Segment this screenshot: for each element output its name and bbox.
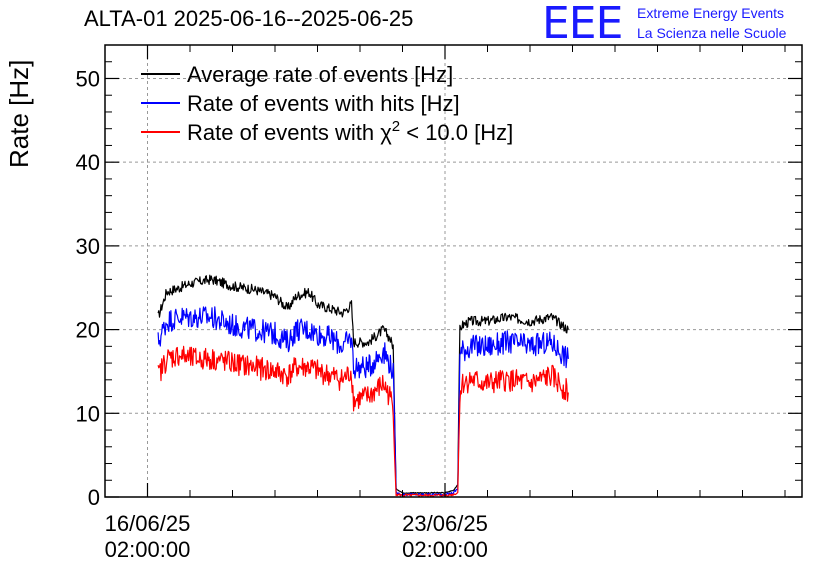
plot-frame bbox=[104, 44, 803, 498]
legend-label-3: Rate of events with χ2 < 10.0 [Hz] bbox=[187, 118, 513, 145]
series-layer bbox=[157, 274, 569, 497]
grid-lines bbox=[105, 45, 802, 497]
x-tick-label-time: 02:00:00 bbox=[105, 537, 191, 562]
y-tick-label: 40 bbox=[76, 150, 100, 175]
y-tick-label: 30 bbox=[76, 234, 100, 259]
series-line-3 bbox=[157, 345, 569, 497]
eee-logo: EEE bbox=[542, 0, 623, 49]
series-line-1 bbox=[157, 274, 569, 494]
chart-title: ALTA-01 2025-06-16--2025-06-25 bbox=[84, 6, 414, 31]
axis-ticks bbox=[105, 44, 802, 498]
legend-label-2: Rate of events with hits [Hz] bbox=[187, 91, 460, 116]
legend-label-1: Average rate of events [Hz] bbox=[187, 62, 453, 87]
y-tick-labels: 0 10 20 30 40 50 bbox=[76, 66, 100, 510]
legend: Average rate of events [Hz] Rate of event… bbox=[141, 62, 513, 145]
y-tick-label: 0 bbox=[88, 485, 100, 510]
y-tick-label: 10 bbox=[76, 401, 100, 426]
y-tick-label: 50 bbox=[76, 66, 100, 91]
x-tick-label-date: 16/06/25 bbox=[105, 511, 191, 536]
x-tick-label-date: 23/06/25 bbox=[402, 511, 488, 536]
logo-line-2: La Scienza nelle Scuole bbox=[637, 25, 787, 41]
series-line-2 bbox=[157, 306, 569, 497]
x-tick-label-time: 02:00:00 bbox=[402, 537, 488, 562]
y-tick-label: 20 bbox=[76, 318, 100, 343]
logo-line-1: Extreme Energy Events bbox=[637, 5, 785, 21]
